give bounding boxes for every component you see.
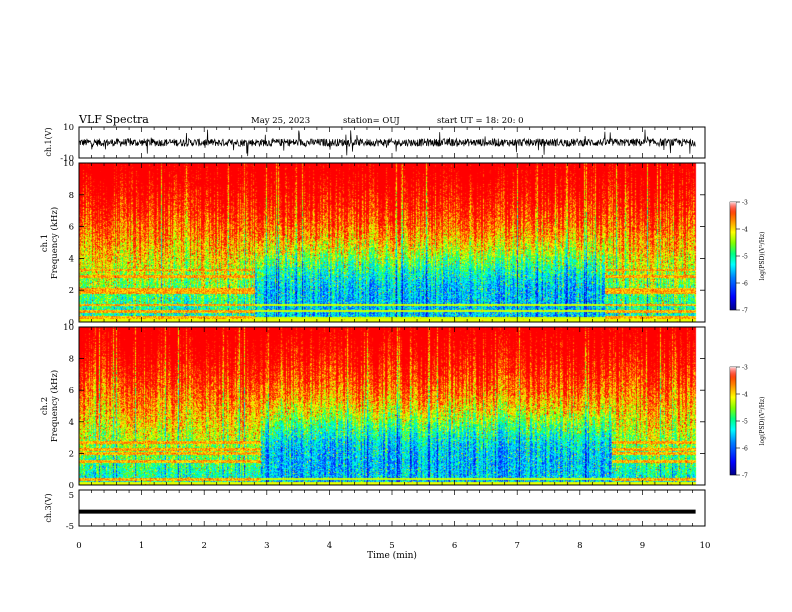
time-tick-label: 6 xyxy=(452,541,457,551)
time-axis-ticks xyxy=(78,127,706,526)
ch1-spectrogram-image xyxy=(79,163,705,322)
ch2-freq-ticks: 0 2 4 6 8 10 xyxy=(63,323,705,491)
ch1-waveform-panel: 10 -10 ch.1(V) xyxy=(44,123,706,164)
ch2-colorbar: -3 -4 -5 -6 -7 log(PSD)(V²/Hz) xyxy=(729,365,766,480)
ch3-waveform-panel: 5 -5 ch.3(V) xyxy=(44,489,706,532)
time-tick-label: 9 xyxy=(640,541,645,551)
time-tick-label: 7 xyxy=(514,541,519,551)
ch1-ytick-label: 6 xyxy=(69,223,74,233)
ch1-colorbar-tick-label: -4 xyxy=(742,227,748,234)
ch1-ytick-label: 10 xyxy=(63,159,74,169)
ch1-colorbar-label: log(PSD)(V²/Hz) xyxy=(759,232,766,281)
ch1-spectrogram-panel: 0 2 4 6 8 10 ch.1 Frequency (kHz) xyxy=(40,159,706,328)
time-tick-label: 0 xyxy=(76,541,81,551)
ch3-ytick-top: 5 xyxy=(69,491,74,501)
ch3-waveform-frame xyxy=(78,489,706,527)
time-axis-label: Time (min) xyxy=(367,550,417,561)
time-tick-label: 8 xyxy=(577,541,582,551)
time-tick-label: 1 xyxy=(139,541,144,551)
ch2-spectrogram-ylabel-b: Frequency (kHz) xyxy=(49,370,60,442)
ch1-spectrogram-ylabel-b: Frequency (kHz) xyxy=(49,207,60,279)
ch1-spectrogram-ylabel-a: ch.1 xyxy=(40,234,50,252)
ch2-ytick-label: 8 xyxy=(69,355,74,365)
ch2-colorbar-ticks: -3 -4 -5 -6 -7 xyxy=(736,365,748,480)
ch2-colorbar-tick-label: -7 xyxy=(742,473,748,480)
ch2-spectrogram-panel: 0 2 4 6 8 10 ch.2 Frequency (kHz) xyxy=(40,323,706,491)
station-label: station= OUJ xyxy=(343,116,400,126)
ch1-waveform-ylabel: ch.1(V) xyxy=(44,127,53,156)
ch2-ytick-label: 10 xyxy=(63,323,74,333)
ch2-colorbar-tick-label: -4 xyxy=(742,392,748,399)
ch1-ytick-label: 4 xyxy=(69,254,74,264)
ch1-colorbar-ticks: -3 -4 -5 -6 -7 xyxy=(736,200,748,315)
start-time-label: start UT = 18: 20: 0 xyxy=(437,116,524,126)
time-tick-label: 3 xyxy=(264,541,269,551)
figure-title: VLF Spectra xyxy=(78,113,149,126)
ch1-ytick-bottom: -10 xyxy=(60,154,74,164)
ch1-freq-ticks: 0 2 4 6 8 10 xyxy=(63,159,705,328)
time-tick-label: 5 xyxy=(389,541,394,551)
time-tick-label: 4 xyxy=(327,541,332,551)
ch2-ytick-label: 4 xyxy=(69,418,74,428)
ch1-waveform-line xyxy=(79,129,696,157)
ch1-colorbar-tick-label: -3 xyxy=(742,200,748,207)
ch1-ytick-label: 0 xyxy=(69,318,74,328)
time-tick-label: 2 xyxy=(201,541,206,551)
ch1-ytick-top: 10 xyxy=(63,123,74,133)
ch2-ytick-label: 6 xyxy=(69,386,74,396)
date-label: May 25, 2023 xyxy=(251,116,310,126)
ch2-ytick-label: 2 xyxy=(69,449,74,459)
ch1-colorbar-scale xyxy=(729,201,737,311)
ch2-spectrogram-image xyxy=(79,327,705,485)
ch1-colorbar-tick-label: -6 xyxy=(742,281,748,288)
ch2-colorbar-tick-label: -5 xyxy=(742,419,748,426)
time-tick-label: 10 xyxy=(700,541,711,551)
ch2-ytick-label: 0 xyxy=(69,481,74,491)
ch3-ytick-bottom: -5 xyxy=(66,522,74,532)
ch2-colorbar-tick-label: -3 xyxy=(742,365,748,372)
ch1-colorbar: -3 -4 -5 -6 -7 log(PSD)(V²/Hz) xyxy=(729,200,766,315)
ch2-spectrogram-ylabel-a: ch.2 xyxy=(40,397,50,415)
ch2-colorbar-scale xyxy=(729,366,737,476)
ch2-colorbar-label: log(PSD)(V²/Hz) xyxy=(759,397,766,446)
ch1-ytick-label: 2 xyxy=(69,286,74,296)
ch2-colorbar-tick-label: -6 xyxy=(742,446,748,453)
ch1-colorbar-tick-label: -7 xyxy=(742,308,748,315)
time-axis-tick-labels: 0 1 2 3 4 5 6 7 8 9 10 xyxy=(76,541,710,551)
ch1-colorbar-tick-label: -5 xyxy=(742,254,748,261)
ch3-waveform-ylabel: ch.3(V) xyxy=(44,493,53,522)
ch1-ytick-label: 8 xyxy=(69,191,74,201)
